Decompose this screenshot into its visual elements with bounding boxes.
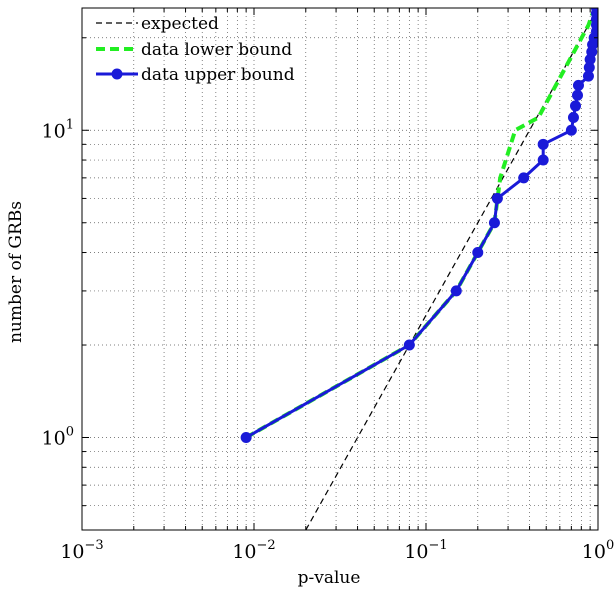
y-tick-label: 100 xyxy=(42,425,74,450)
y-axis-title: number of GRBs xyxy=(6,201,26,343)
data-point xyxy=(590,8,598,14)
x-tick-label: 10−3 xyxy=(60,538,103,563)
data-point xyxy=(491,192,503,204)
data-point xyxy=(537,154,549,166)
grid xyxy=(82,8,598,530)
data-point xyxy=(518,172,530,184)
legend: expected data lower bound data upper bou… xyxy=(96,14,295,85)
x-axis-title: p-value xyxy=(298,568,361,588)
data-point xyxy=(582,70,594,82)
series-layer xyxy=(240,8,598,530)
x-tick-label: 100 xyxy=(582,538,614,563)
data-point xyxy=(565,124,577,136)
data-point xyxy=(450,285,462,297)
tick-labels: 10−3 10−2 10−1 100 100 101 xyxy=(42,117,615,563)
data-point xyxy=(472,247,484,259)
y-tick-label: 101 xyxy=(42,117,74,142)
legend-marker-upper-bound xyxy=(111,68,123,80)
data-point xyxy=(571,89,583,101)
series-line-1 xyxy=(245,8,598,440)
data-point xyxy=(567,112,579,124)
legend-label-lower-bound: data lower bound xyxy=(141,40,292,60)
plot-frame xyxy=(81,7,599,531)
legend-label-upper-bound: data upper bound xyxy=(141,65,295,85)
x-tick-label: 10−2 xyxy=(232,538,275,563)
data-point xyxy=(240,432,252,444)
data-point xyxy=(403,339,415,351)
tick-marks xyxy=(82,8,598,530)
x-tick-label: 10−1 xyxy=(404,538,447,563)
data-point xyxy=(583,62,595,74)
data-point xyxy=(570,100,582,112)
data-point xyxy=(488,217,500,229)
data-point xyxy=(572,79,584,91)
legend-label-expected: expected xyxy=(141,14,219,34)
data-point xyxy=(537,138,549,150)
